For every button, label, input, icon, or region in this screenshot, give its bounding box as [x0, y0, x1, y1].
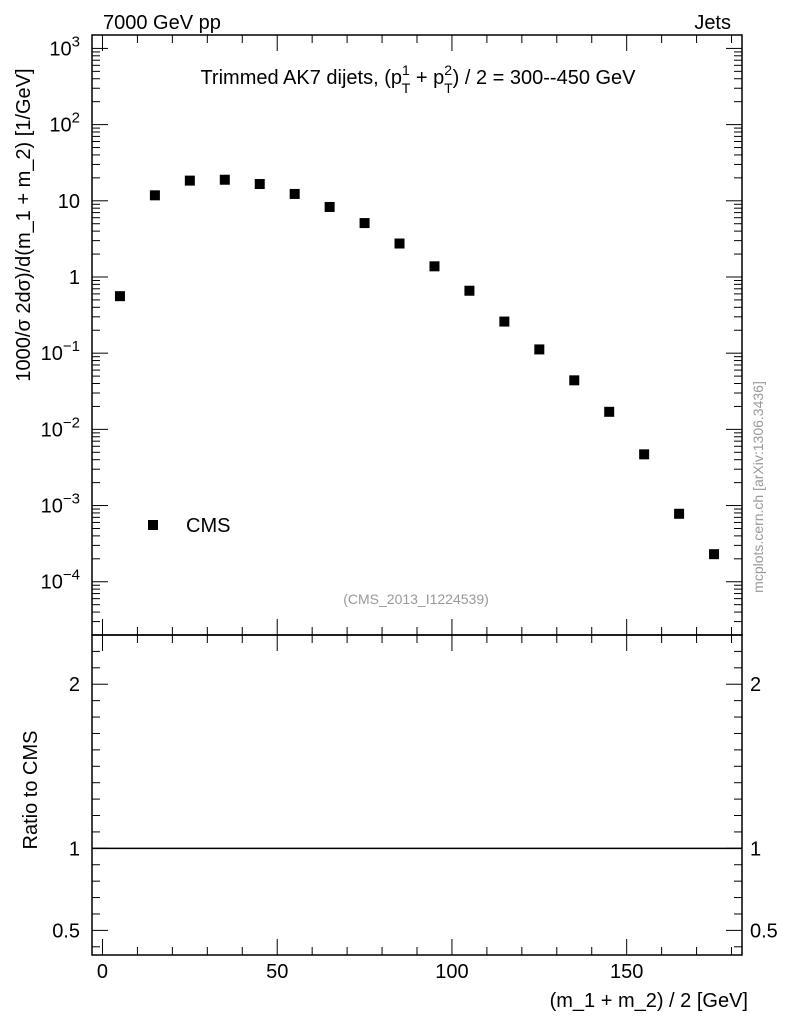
cms-data-point [254, 179, 265, 190]
ratio-y-tick-label-left: 1 [69, 838, 80, 860]
cms-data-point [394, 238, 405, 249]
cms-data-point [149, 190, 160, 201]
y-tick-label: 102 [49, 110, 80, 137]
y-tick-label: 103 [49, 33, 80, 60]
header-left-label: 7000 GeV pp [103, 12, 221, 34]
marks-layer [92, 174, 742, 850]
y-tick-label: 10 [58, 191, 80, 213]
cms-data-point [569, 375, 580, 386]
x-tick-label: 0 [97, 961, 108, 983]
y-tick-label: 10−1 [41, 338, 80, 365]
ratio-y-tick-label-right: 2 [750, 674, 761, 696]
ratio-y-tick-label-left: 2 [69, 674, 80, 696]
y-tick-label: 10−3 [41, 491, 80, 518]
side-watermark-label: mcplots.cern.ch [arXiv:1306.3436] [750, 381, 766, 593]
y-tick-label: 10−4 [41, 567, 80, 594]
cms-data-point [359, 218, 370, 229]
cms-data-point [709, 549, 720, 560]
cms-data-point [219, 174, 230, 185]
legend-marker-cms [148, 520, 158, 530]
ratio-y-tick-label-left: 0.5 [52, 920, 80, 942]
main-plot-title: Trimmed AK7 dijets, (p1 T + p2 T) / 2 = 30… [200, 62, 636, 96]
cms-data-point [499, 316, 510, 327]
ratio-y-tick-label-right: 1 [750, 838, 761, 860]
cms-data-point [324, 201, 335, 212]
header-right-label: Jets [694, 12, 731, 34]
cms-data-point [184, 175, 195, 186]
y-tick-label: 10−2 [41, 414, 80, 441]
main-y-axis-label: 1000/σ 2dσ)/d(m_1 + m_2) [1/GeV] [13, 68, 35, 381]
analysis-label: (CMS_2013_I1224539) [343, 591, 489, 607]
cms-data-point [604, 406, 615, 417]
main-plot-frame [91, 34, 743, 636]
x-tick-label: 150 [610, 961, 643, 983]
ratio-y-tick-label-right: 0.5 [750, 920, 778, 942]
cms-data-point [114, 291, 125, 302]
y-tick-label: 1 [69, 267, 80, 289]
cms-data-point [534, 344, 545, 355]
cms-data-point [639, 449, 650, 460]
ratio-plot-frame [91, 634, 743, 956]
cms-data-point [464, 285, 475, 296]
x-axis-label: (m_1 + m_2) / 2 [GeV] [550, 990, 748, 1012]
x-tick-label: 50 [266, 961, 288, 983]
x-tick-label: 100 [435, 961, 468, 983]
cms-data-point [429, 261, 440, 272]
cms-data-point [289, 188, 300, 199]
legend-label-cms: CMS [186, 515, 230, 537]
cms-data-point [674, 508, 685, 519]
ratio-y-axis-label: Ratio to CMS [20, 731, 42, 850]
